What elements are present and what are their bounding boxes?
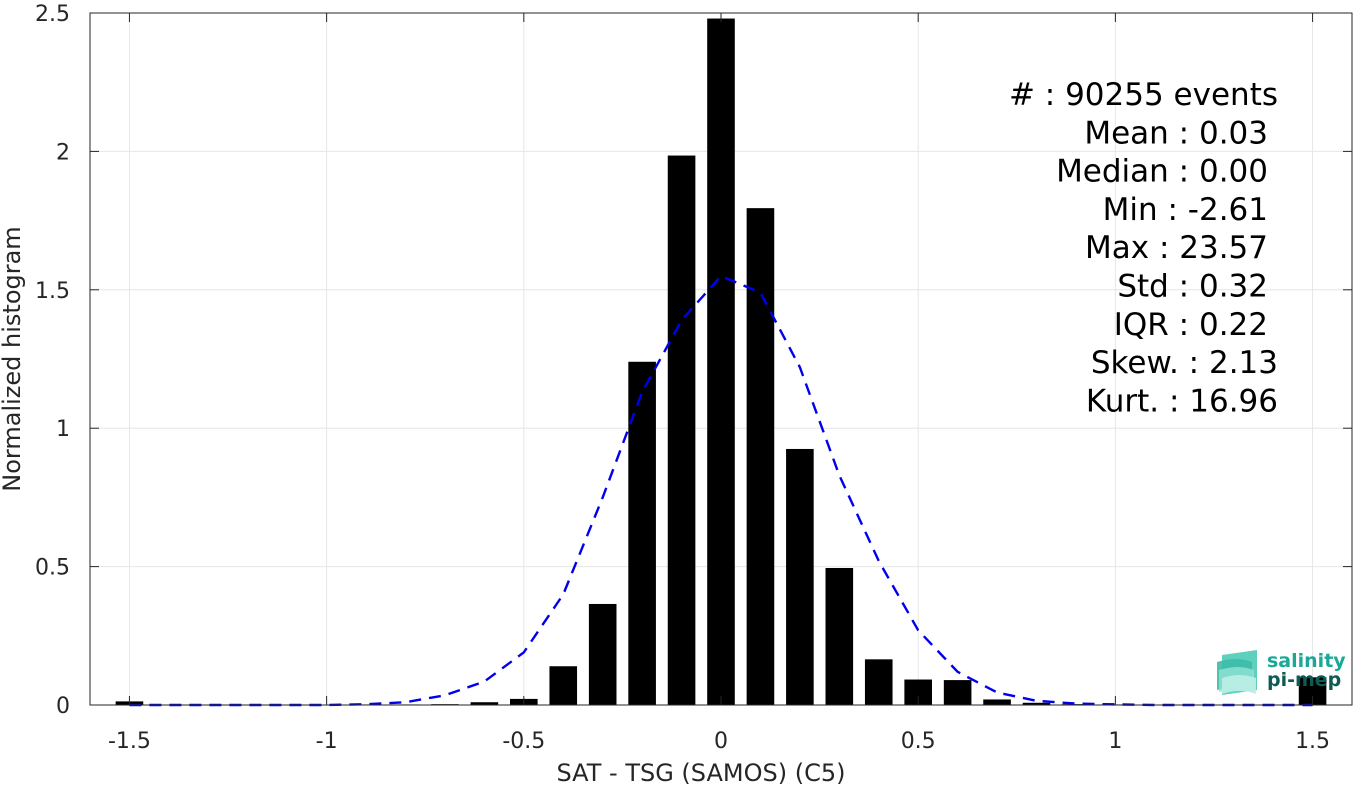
logo-waves-icon bbox=[1217, 650, 1257, 695]
statistic-line: Min : -2.61 bbox=[1103, 192, 1268, 228]
x-tick-label: -1.5 bbox=[108, 729, 151, 754]
y-axis-label: Normalized histogram bbox=[0, 226, 26, 491]
x-axis-label: SAT - TSG (SAMOS) (C5) bbox=[557, 759, 846, 785]
statistic-line: # : 90255 events bbox=[1009, 77, 1278, 113]
x-tick-label: 0 bbox=[714, 729, 728, 754]
x-tick-label: 0.5 bbox=[901, 729, 936, 754]
histogram-bar bbox=[1022, 702, 1051, 705]
x-tick-label: 1.5 bbox=[1295, 729, 1330, 754]
tick-marks bbox=[90, 12, 1352, 706]
histogram-bar bbox=[983, 699, 1011, 705]
histogram-bar bbox=[628, 361, 656, 705]
logo-text-pi-mep: pi-mep bbox=[1267, 669, 1341, 691]
statistic-line: Skew. : 2.13 bbox=[1091, 345, 1278, 381]
x-tick-label: -0.5 bbox=[502, 729, 545, 754]
y-tick-labels: 0 0.5 1 1.5 2 2.5 bbox=[35, 2, 70, 719]
y-tick-label: 1 bbox=[56, 417, 70, 442]
salinity-pi-mep-logo: salinity pi-mep bbox=[1217, 650, 1346, 695]
statistic-line: IQR : 0.22 bbox=[1114, 307, 1268, 343]
x-tick-labels: -1.5 -1 -0.5 0 0.5 1 1.5 bbox=[108, 729, 1330, 754]
histogram-bar bbox=[470, 702, 499, 705]
histogram-bar bbox=[943, 680, 972, 705]
x-tick-label: -1 bbox=[316, 729, 338, 754]
statistic-line: Kurt. : 16.96 bbox=[1086, 383, 1278, 419]
y-tick-label: 1.5 bbox=[35, 279, 70, 304]
logo-text-salinity: salinity bbox=[1267, 650, 1346, 672]
histogram-bar bbox=[746, 208, 775, 706]
histogram-bar bbox=[707, 18, 735, 705]
histogram-bar bbox=[786, 448, 814, 705]
statistic-line: Median : 0.00 bbox=[1056, 154, 1268, 190]
y-tick-label: 0.5 bbox=[35, 556, 70, 581]
y-tick-label: 2.5 bbox=[35, 2, 70, 27]
statistic-line: Max : 23.57 bbox=[1085, 230, 1268, 266]
histogram-bar bbox=[667, 155, 696, 705]
y-tick-label: 0 bbox=[56, 694, 70, 719]
y-tick-label: 2 bbox=[56, 140, 70, 165]
statistic-line: Std : 0.32 bbox=[1117, 269, 1268, 305]
x-tick-label: 1 bbox=[1108, 729, 1122, 754]
histogram-bar bbox=[825, 567, 854, 705]
statistic-line: Mean : 0.03 bbox=[1084, 115, 1268, 151]
histogram-bar bbox=[864, 659, 893, 705]
histogram-bar bbox=[588, 603, 617, 705]
histogram-bar bbox=[549, 666, 578, 705]
bars bbox=[115, 18, 1327, 706]
